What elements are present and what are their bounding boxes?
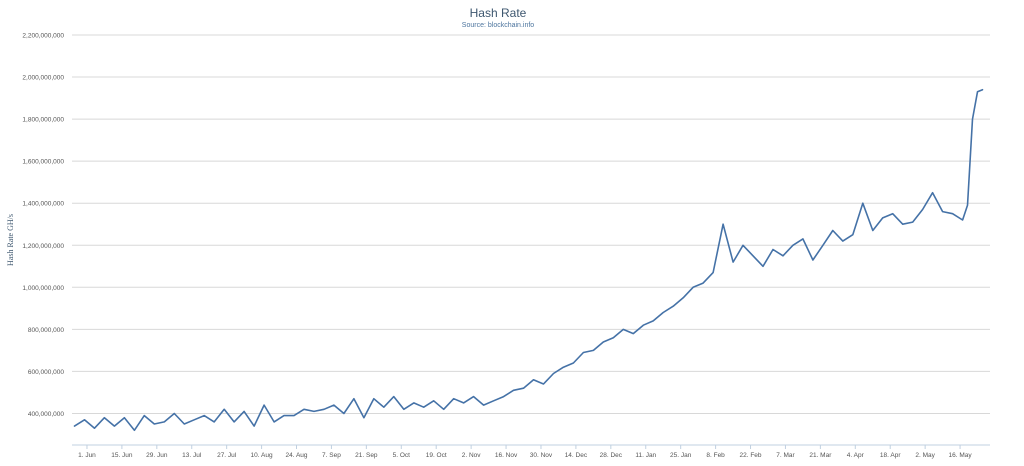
x-tick-label: 22. Feb (739, 452, 761, 459)
x-tick-label: 19. Oct (426, 452, 447, 459)
y-tick-label: 400,000,000 (28, 411, 65, 418)
x-tick-label: 16. Nov (495, 452, 518, 459)
x-tick-label: 10. Aug (251, 452, 273, 459)
series-layer (73, 88, 984, 432)
y-axis-label: Hash Rate GH/s (6, 214, 15, 266)
x-tick-label: 1. Jun (78, 452, 96, 459)
x-tick-label: 8. Feb (706, 452, 725, 459)
chart-subtitle: Source: blockchain.info (462, 22, 534, 29)
x-tick-label: 16. May (949, 452, 973, 459)
y-tick-label: 2,000,000,000 (22, 75, 64, 82)
x-tick-label: 11. Jan (635, 452, 656, 459)
x-tick-label: 2. Nov (462, 452, 482, 459)
x-tick-label: 24. Aug (285, 452, 307, 459)
y-tick-label: 1,400,000,000 (22, 201, 64, 208)
hash-rate-series-line (73, 88, 984, 432)
y-axis-ticks: 400,000,000 600,000,000 800,000,000 1,000,0… (22, 33, 64, 418)
y-tick-label: 1,000,000,000 (22, 285, 64, 292)
x-tick-label: 15. Jun (111, 452, 133, 459)
x-axis-ticks: 1. Jun 15. Jun 29. Jun 13. Jul 27. Jul 10. Au… (78, 445, 972, 459)
y-tick-label: 1,200,000,000 (22, 243, 64, 250)
x-tick-label: 7. Mar (776, 452, 795, 459)
x-tick-label: 30. Nov (530, 452, 553, 459)
x-tick-label: 18. Apr (880, 452, 901, 459)
x-tick-label: 14. Dec (565, 452, 588, 459)
y-tick-label: 2,200,000,000 (22, 33, 64, 40)
gridlines (72, 34, 990, 414)
y-tick-label: 800,000,000 (28, 327, 65, 334)
y-tick-label: 1,600,000,000 (22, 159, 64, 166)
x-tick-label: 7. Sep (322, 452, 341, 459)
x-tick-label: 29. Jun (146, 452, 168, 459)
x-tick-label: 13. Jul (182, 452, 202, 459)
x-tick-label: 21. Mar (809, 452, 832, 459)
x-tick-label: 28. Dec (600, 452, 623, 459)
x-tick-label: 27. Jul (217, 452, 237, 459)
y-tick-label: 600,000,000 (28, 369, 65, 376)
chart-title: Hash Rate (470, 6, 527, 20)
x-tick-label: 5. Oct (393, 452, 411, 459)
x-tick-label: 21. Sep (355, 452, 378, 459)
x-tick-label: 2. May (915, 452, 935, 459)
x-tick-label: 4. Apr (847, 452, 865, 459)
x-tick-label: 25. Jan (670, 452, 692, 459)
y-tick-label: 1,800,000,000 (22, 117, 64, 124)
